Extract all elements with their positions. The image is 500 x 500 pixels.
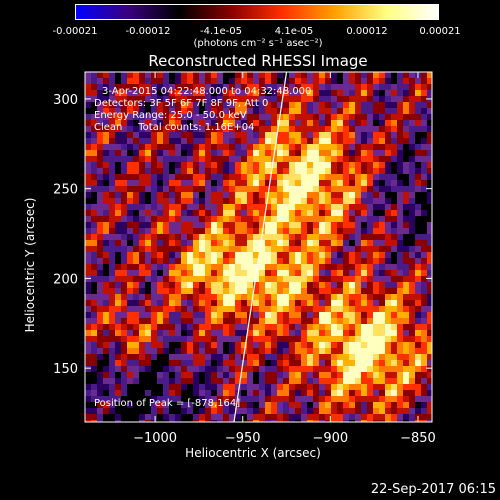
plot-frame <box>84 71 433 423</box>
energy-range-annotation: Energy Range: 25.0 - 50.0 keV <box>94 110 247 121</box>
x-tick-label: −950 <box>225 431 261 446</box>
detectors-annotation: Detectors: 3F 5F 6F 7F 8F 9F, Att 0 <box>94 98 269 109</box>
x-tick-label: −850 <box>400 431 436 446</box>
y-tick-label: 250 <box>53 183 78 198</box>
y-tick-label: 200 <box>53 272 78 287</box>
chart-title: Reconstructed RHESSI Image <box>148 52 368 70</box>
colorbar-tick-label: 0.00012 <box>346 26 388 37</box>
y-tick-label: 150 <box>53 362 78 377</box>
clean-counts-annotation: Clean Total counts: 1.16E+04 <box>94 122 255 133</box>
colorbar-tick-label: -0.00012 <box>125 26 171 37</box>
x-tick-label: −1000 <box>133 431 177 446</box>
heatmap-cells <box>85 72 432 422</box>
colorbar-tick-label: 0.00021 <box>419 26 461 37</box>
colorbar <box>75 4 439 20</box>
colorbar-tick-label: -4.1e-05 <box>200 26 242 37</box>
y-axis-label: Heliocentric Y (arcsec) <box>23 197 37 333</box>
solar-limb-line <box>233 72 288 422</box>
time-range-annotation: 3-Apr-2015 04:22:48.000 to 04:32:48.000 <box>102 86 312 97</box>
colorbar-tick-label: 4.1e-05 <box>274 26 314 37</box>
colorbar-units-label: (photons cm⁻² s⁻¹ asec⁻²) <box>193 38 323 49</box>
x-tick-label: −900 <box>312 431 348 446</box>
x-axis-label: Heliocentric X (arcsec) <box>185 446 321 460</box>
peak-position-annotation: Position of Peak = [-878,164] <box>94 398 241 409</box>
timestamp: 22-Sep-2017 06:15 <box>370 482 496 497</box>
colorbar-tick-label: -0.00021 <box>52 26 98 37</box>
y-tick-label: 300 <box>53 93 78 108</box>
